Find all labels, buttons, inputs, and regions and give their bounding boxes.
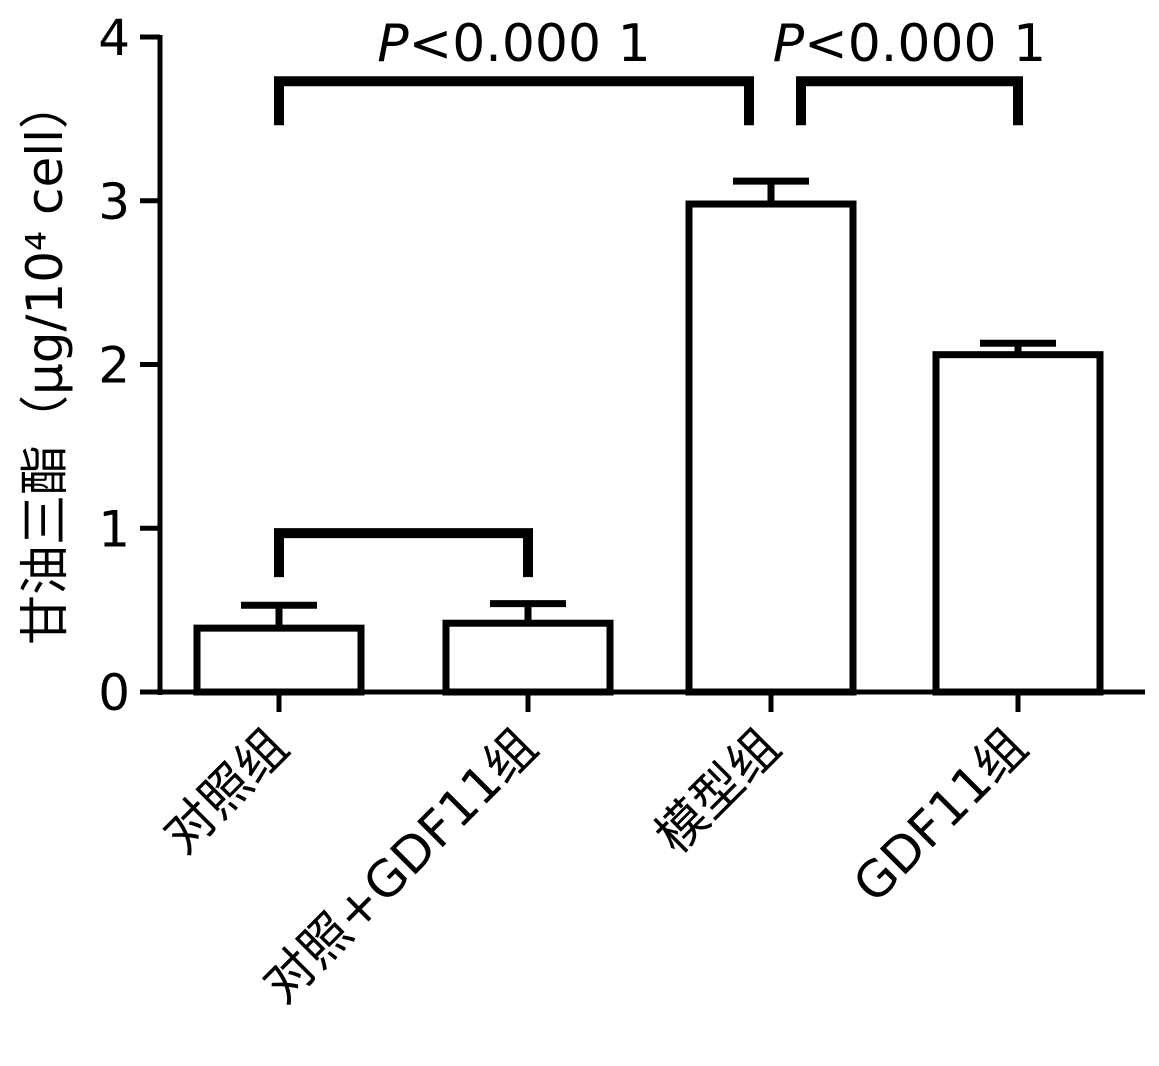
y-tick-label: 0 [98,664,130,722]
bar [442,619,614,696]
category-label: 对照+GDF11组 [252,717,549,1014]
bar [685,200,857,696]
p-symbol: P [773,14,805,74]
bar [932,351,1104,696]
p-threshold: <0.000 1 [804,14,1046,74]
category-label: 对照组 [152,717,299,864]
p-threshold: <0.000 1 [409,14,651,74]
p-value-label: P<0.000 1 [377,14,650,74]
significance-bracket [274,528,533,578]
category-label: GDF11组 [842,717,1038,913]
y-axis-title: 甘油三酯（μg/10⁴ cell） [16,79,74,645]
y-tick-label: 1 [98,500,130,558]
y-tick-label: 4 [98,9,130,67]
p-symbol: P [377,14,409,74]
y-tick-label: 2 [98,337,130,395]
bar [193,624,365,696]
y-tick-label: 3 [98,173,130,231]
bars [193,177,1104,696]
category-label: 模型组 [644,717,791,864]
p-value-label: P<0.000 1 [773,14,1046,74]
significance-bracket [274,76,754,126]
significance-brackets: P<0.000 1 P<0.000 1 [274,14,1046,578]
significance-bracket [796,76,1023,126]
